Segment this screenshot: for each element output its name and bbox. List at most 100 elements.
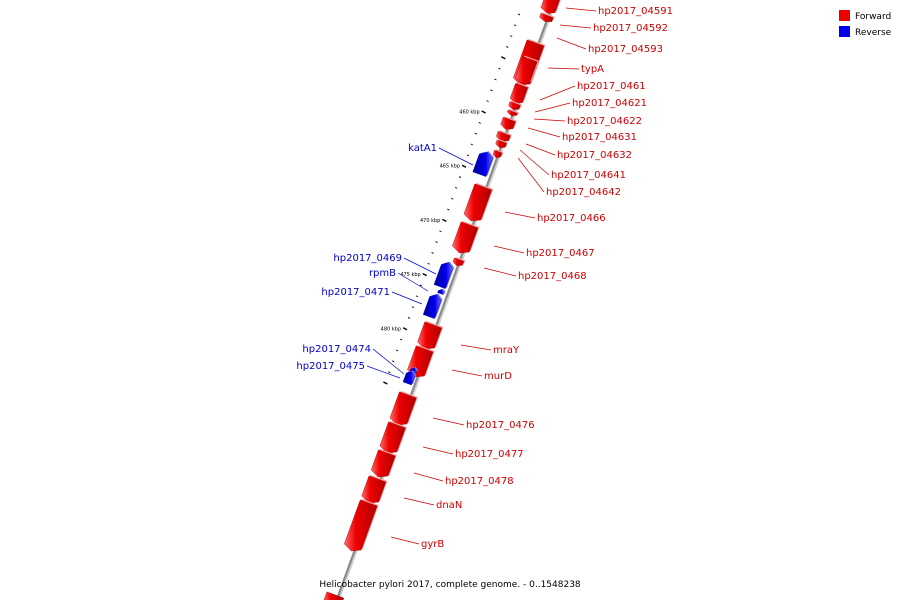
gene-label[interactable]: hp2017_0476 xyxy=(466,420,535,431)
gene-label[interactable]: hp2017_0471 xyxy=(321,287,390,298)
gene-arrow-dnaN[interactable] xyxy=(361,475,387,504)
gene-label[interactable]: hp2017_0466 xyxy=(537,213,606,224)
gene-label[interactable]: dnaN xyxy=(436,500,462,511)
gene-arrow-hp2017_0466[interactable] xyxy=(463,183,493,222)
gene-label[interactable]: hp2017_04632 xyxy=(557,150,632,161)
minor-tick xyxy=(451,197,454,200)
gene-label[interactable]: hp2017_0467 xyxy=(526,248,595,259)
gene-label[interactable]: hp2017_0477 xyxy=(455,449,524,460)
gene-arrow-hp2017_04591[interactable] xyxy=(540,0,561,14)
gene-leader-line xyxy=(517,157,545,193)
gene-arrow-hp2017_04631[interactable] xyxy=(500,117,516,130)
gene-leader-line xyxy=(390,536,420,545)
gene-leader-line xyxy=(391,291,423,305)
gene-arrow-hp2017_0461[interactable] xyxy=(509,83,529,104)
gene-arrow-hp2017_0467[interactable] xyxy=(452,221,479,254)
gene-leader-line xyxy=(483,267,517,277)
gene-leader-line xyxy=(493,245,525,254)
gene-label[interactable]: hp2017_04622 xyxy=(567,116,642,127)
minor-tick xyxy=(498,67,501,70)
gene-arrow-hp2017_04592[interactable] xyxy=(539,13,554,22)
gene-arrow-hp2017_0476[interactable] xyxy=(389,391,417,426)
legend-forward-swatch xyxy=(839,10,850,21)
legend: Forward Reverse xyxy=(839,10,892,38)
gene-arrow-hp2017_0474[interactable] xyxy=(409,367,417,374)
gene-leader-line xyxy=(556,37,587,50)
gene-label[interactable]: hp2017_04621 xyxy=(572,98,647,109)
gene-leader-line xyxy=(422,446,454,455)
gene-label[interactable]: rpmB xyxy=(369,268,396,279)
gene-arrow-hp2017_0471[interactable] xyxy=(422,294,442,319)
gene-label[interactable]: hp2017_04631 xyxy=(562,132,637,143)
gene-arrow-rpmB[interactable] xyxy=(437,289,445,295)
major-tick xyxy=(402,327,408,331)
gene-leader-line xyxy=(504,211,536,219)
legend-forward-label: Forward xyxy=(855,12,891,22)
gene-label[interactable]: hp2017_0468 xyxy=(518,271,587,282)
minor-tick xyxy=(447,208,450,211)
minor-tick xyxy=(494,78,497,81)
gene-arrow-gyrB[interactable] xyxy=(344,499,378,552)
tick-label: 470 kbp xyxy=(420,218,440,224)
gene-arrow-hp2017_0469[interactable] xyxy=(433,262,453,289)
minor-tick xyxy=(509,35,513,38)
gene-leader-line xyxy=(451,369,483,377)
gene-label[interactable]: hp2017_04642 xyxy=(546,187,621,198)
gene-arrow-hp2017_0477[interactable] xyxy=(379,421,406,454)
tick-label: 475 kbp xyxy=(400,272,420,278)
gene-label[interactable]: hp2017_04592 xyxy=(593,23,668,34)
minor-tick xyxy=(513,24,517,27)
minor-tick xyxy=(392,360,395,363)
gene-leader-line xyxy=(533,118,566,122)
gene-arrow-partial xyxy=(323,591,345,600)
gene-leader-line xyxy=(534,102,571,113)
gene-label[interactable]: hp2017_04593 xyxy=(588,44,663,55)
legend-reverse-label: Reverse xyxy=(855,28,892,38)
gene-leader-line xyxy=(366,365,401,379)
gene-arrow-typA[interactable] xyxy=(515,56,538,84)
minor-tick xyxy=(395,349,399,352)
gene-label[interactable]: hp2017_0469 xyxy=(333,253,402,264)
gene-label[interactable]: hp2017_04641 xyxy=(551,170,626,181)
gene-arrow-mraY[interactable] xyxy=(417,321,442,350)
gene-leader-line xyxy=(460,344,492,351)
gene-arrow-hp2017_0478[interactable] xyxy=(370,449,396,478)
gene-arrow-katA1[interactable] xyxy=(472,152,493,177)
gene-label[interactable]: hp2017_04591 xyxy=(598,6,673,17)
tick-label: 460 kbp xyxy=(459,110,479,116)
gene-label[interactable]: typA xyxy=(581,64,604,75)
tick-layer: 460 kbp 465 kbp 470 kbp 475 kbp 480 kbp xyxy=(381,13,521,385)
major-tick xyxy=(442,218,447,223)
gene-label[interactable]: hp2017_0475 xyxy=(296,361,365,372)
gene-label[interactable]: murD xyxy=(484,371,512,382)
gene-arrow-hp2017_04632[interactable] xyxy=(496,131,511,142)
genome-caption: Helicobacter pylori 2017, complete genom… xyxy=(319,580,581,590)
minor-tick xyxy=(411,306,415,309)
label-layer: hp2017_04591 hp2017_04592 hp2017_04593 typA… xyxy=(296,6,673,550)
gene-leader-line xyxy=(413,472,444,482)
gene-label[interactable]: hp2017_0478 xyxy=(445,476,514,487)
gene-label[interactable]: gyrB xyxy=(421,539,444,550)
minor-tick xyxy=(431,252,434,254)
gene-leader-line xyxy=(559,24,592,29)
gene-arrow-hp2017_04642[interactable] xyxy=(492,150,503,158)
major-tick xyxy=(383,381,388,385)
gene-label[interactable]: hp2017_0474 xyxy=(302,344,371,355)
gene-label[interactable]: hp2017_0461 xyxy=(577,81,646,92)
minor-tick xyxy=(454,186,458,189)
minor-tick xyxy=(439,230,442,233)
gene-arrow-hp2017_04621[interactable] xyxy=(508,101,521,110)
gene-leader-line xyxy=(438,147,474,166)
gene-arrow-hp2017_0468[interactable] xyxy=(452,257,465,266)
gene-label[interactable]: mraY xyxy=(493,345,520,356)
minor-tick xyxy=(466,154,470,157)
tick-label: 465 kbp xyxy=(440,164,460,170)
gene-arrow-hp2017_04641[interactable] xyxy=(495,139,507,148)
gene-arrow-hp2017_0475[interactable] xyxy=(402,371,415,386)
gene-label[interactable]: katA1 xyxy=(408,143,437,154)
gene-leader-line xyxy=(372,348,405,375)
major-tick xyxy=(461,164,467,168)
legend-reverse-swatch xyxy=(839,26,850,37)
gene-arrow-hp2017_04622[interactable] xyxy=(507,109,518,116)
minor-tick xyxy=(388,371,391,374)
